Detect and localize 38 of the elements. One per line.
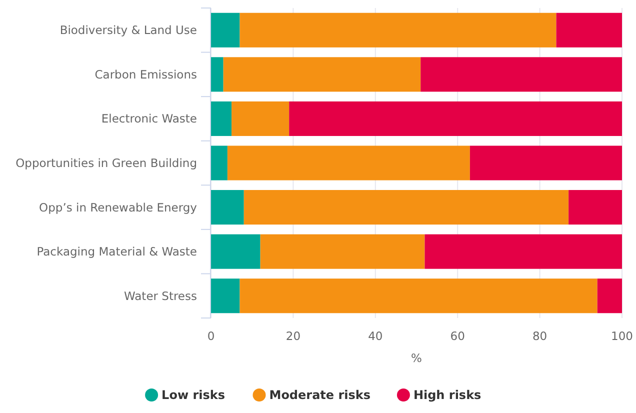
bar (424, 234, 622, 269)
bar (244, 190, 569, 225)
bar (211, 57, 224, 92)
x-axis-title: % (411, 351, 422, 365)
bar (240, 278, 598, 314)
bar (211, 146, 228, 180)
bar (211, 234, 260, 269)
legend-label: Low risks (162, 388, 226, 402)
x-tick-label: 80 (532, 329, 548, 343)
y-tick-label: Water Stress (124, 288, 197, 303)
y-tick-label: Opp’s in Renewable Energy (39, 200, 198, 214)
x-tick-label: 20 (286, 329, 301, 343)
x-tick-label: 40 (368, 329, 383, 343)
bar (211, 190, 244, 225)
legend-label: Moderate risks (269, 388, 371, 402)
x-tick-label: 0 (207, 329, 215, 343)
bar (597, 278, 622, 314)
y-tick-label: Biodiversity & Land Use (60, 23, 197, 38)
x-tick-label: 100 (611, 329, 633, 343)
x-tick-label: 60 (450, 329, 465, 343)
bar (240, 12, 556, 48)
bar (260, 234, 425, 269)
bar (223, 57, 421, 92)
bar (568, 190, 622, 225)
bar (211, 12, 240, 48)
y-tick-label: Packaging Material & Waste (36, 244, 197, 259)
bar (232, 101, 290, 136)
bar (420, 57, 622, 92)
legend-label: High risks (413, 388, 482, 402)
bar (556, 12, 622, 48)
bar (211, 101, 232, 136)
bar (211, 278, 240, 314)
bar (289, 101, 622, 136)
bar (227, 146, 470, 180)
y-tick-label: Electronic Waste (101, 112, 197, 126)
bar (470, 146, 622, 180)
y-tick-label: Carbon Emissions (94, 67, 197, 82)
y-tick-label: Opportunities in Green Building (16, 156, 197, 170)
